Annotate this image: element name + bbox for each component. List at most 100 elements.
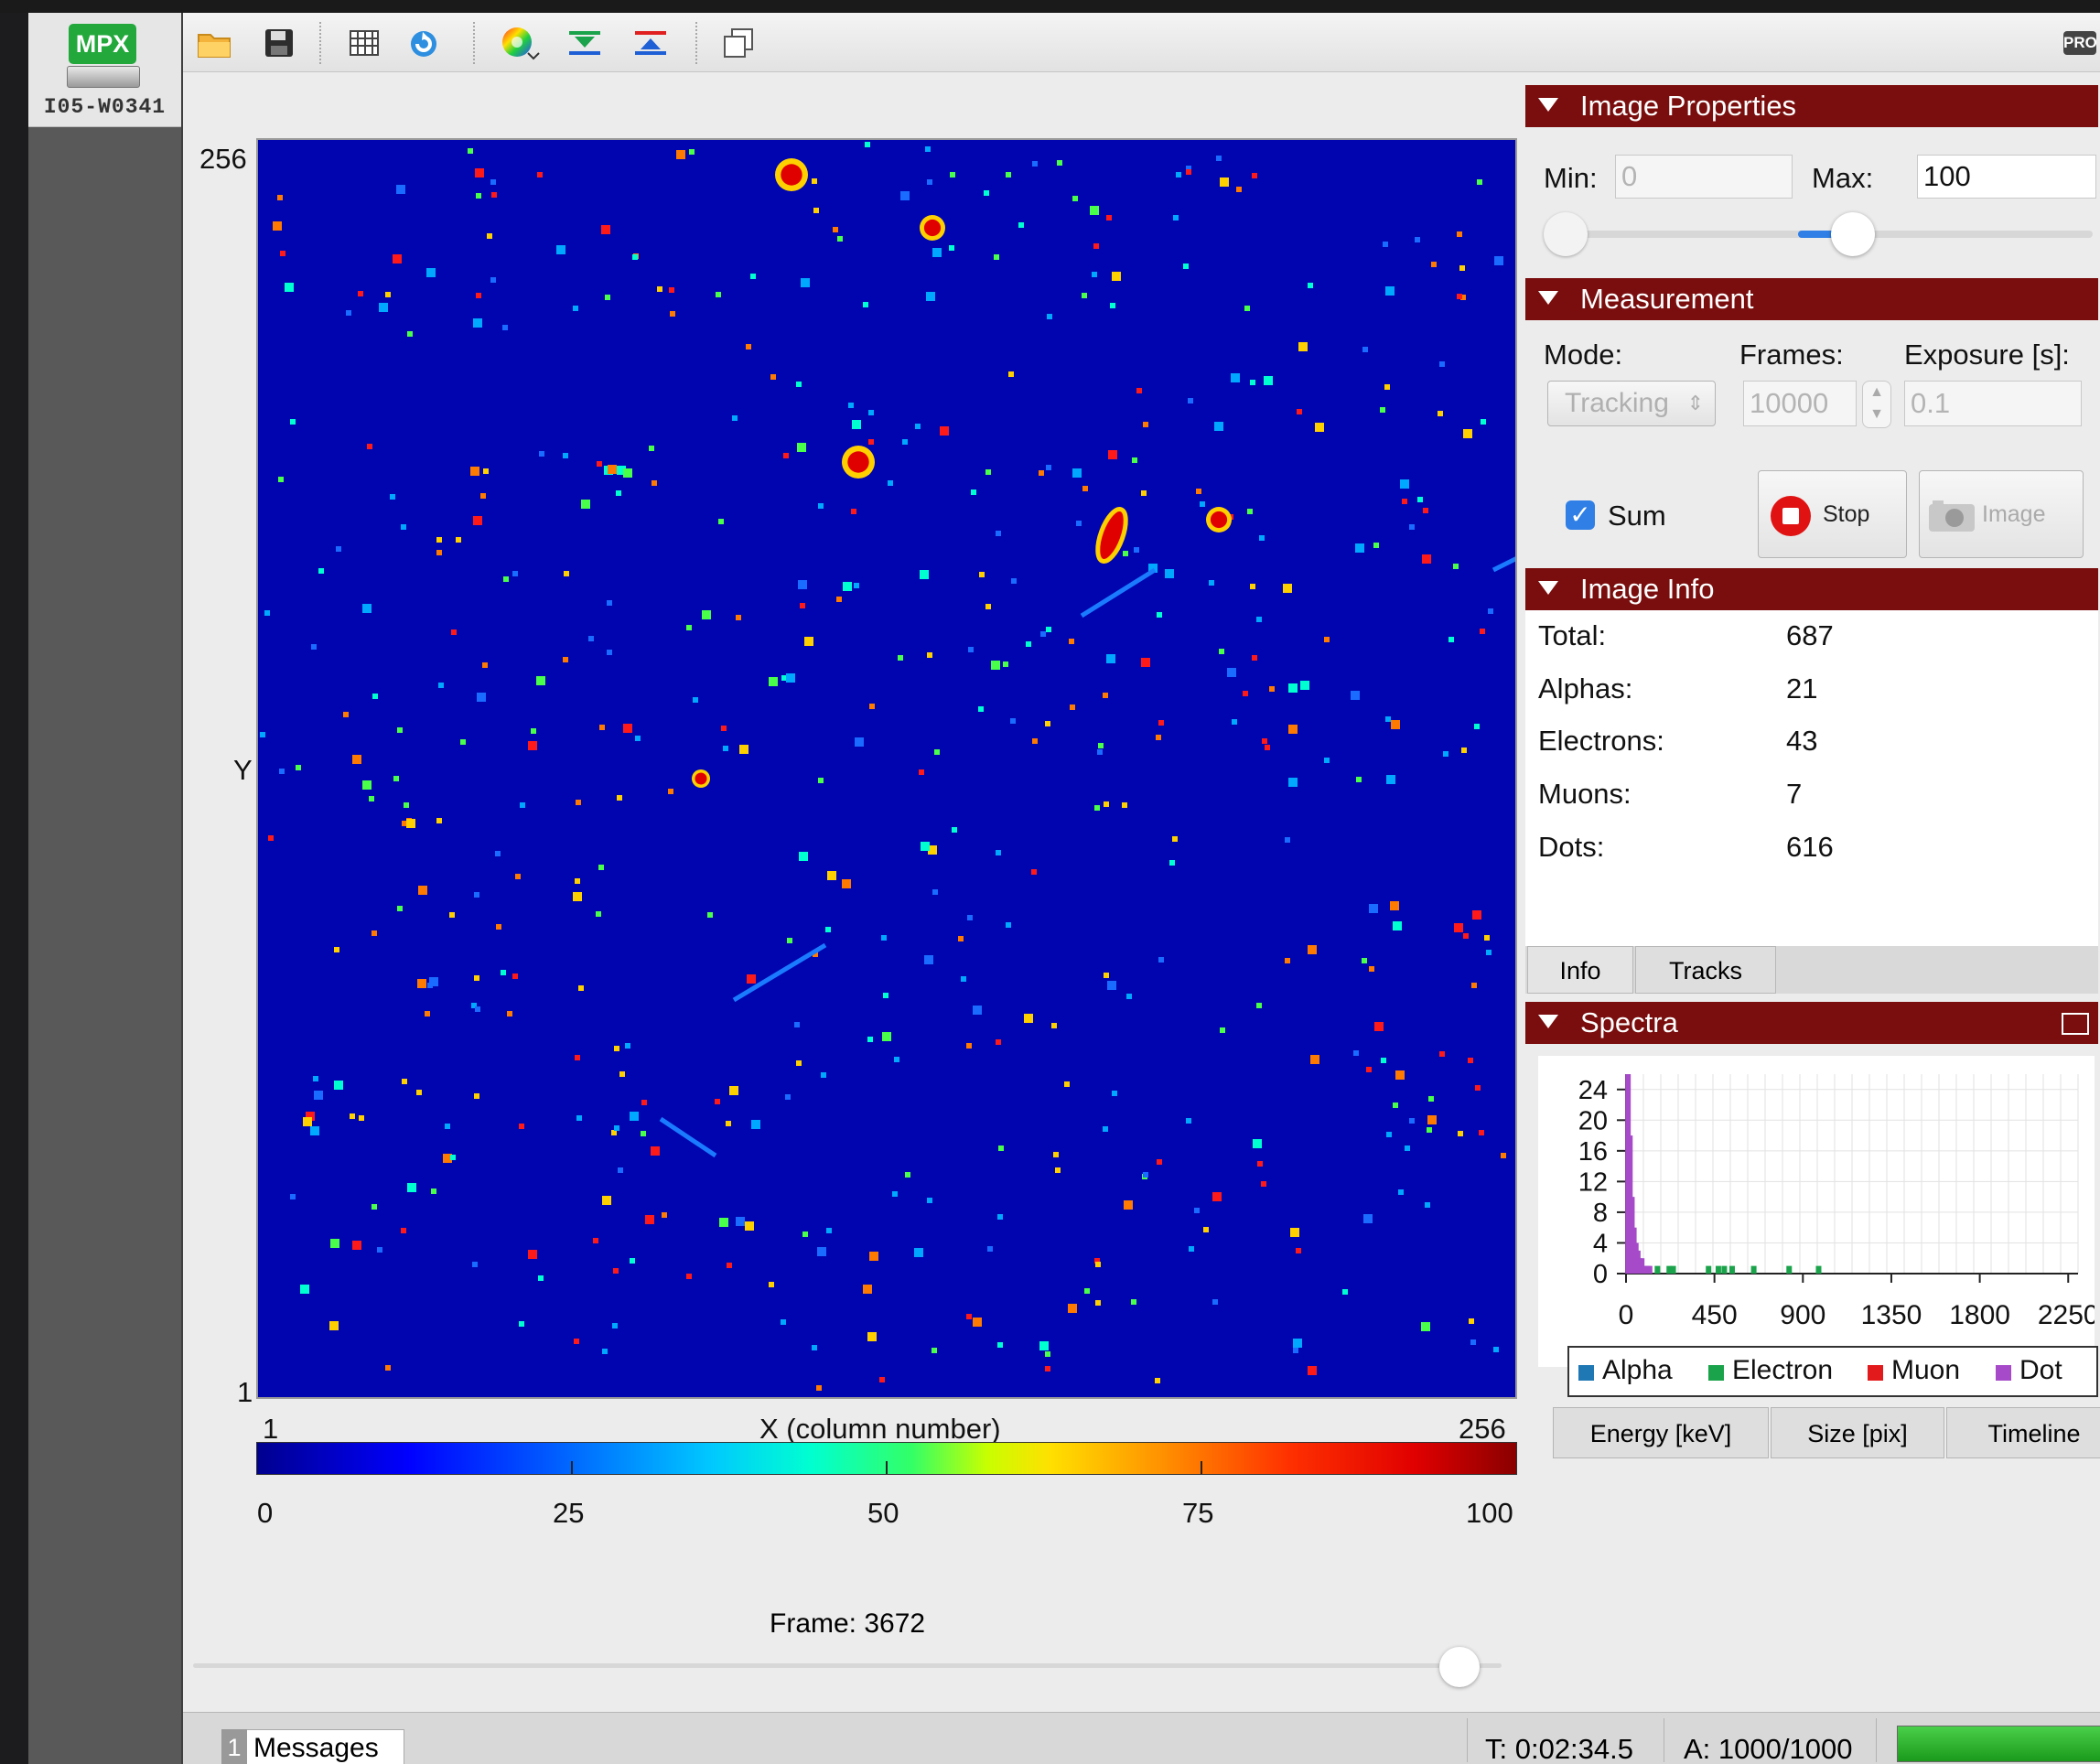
hit-pixel <box>950 172 955 177</box>
hit-pixel <box>1158 957 1164 963</box>
hit-pixel <box>1422 554 1431 564</box>
mode-select[interactable]: Tracking ⇕ <box>1547 381 1716 426</box>
hit-pixel <box>855 737 864 747</box>
colorbar-tick <box>1201 1461 1202 1474</box>
hit-pixel <box>1285 958 1290 963</box>
legend-dot: Dot <box>2019 1355 2062 1385</box>
hit-pixel <box>501 970 506 975</box>
fit-up-icon[interactable] <box>631 24 670 62</box>
hit-pixel <box>1310 1055 1319 1064</box>
stop-icon <box>1771 496 1811 536</box>
copy-windows-icon[interactable] <box>719 24 758 62</box>
pro-badge: PRO <box>2063 31 2097 55</box>
hit-pixel <box>1252 173 1257 178</box>
hit-pixel <box>1385 716 1391 722</box>
hit-pixel <box>1186 1118 1191 1124</box>
hit-pixel <box>781 1319 786 1325</box>
hit-pixel <box>438 683 444 688</box>
frame-slider[interactable] <box>193 1663 1502 1668</box>
hit-pixel <box>898 655 903 661</box>
section-title: Image Properties <box>1580 90 1797 122</box>
hit-pixel <box>739 745 748 754</box>
hit-pixel <box>1055 1167 1061 1173</box>
hit-pixel <box>746 344 751 350</box>
stop-button[interactable]: Stop <box>1758 470 1907 558</box>
hit-pixel <box>925 146 931 152</box>
image-label: Image <box>1982 501 2046 527</box>
detector-image[interactable] <box>256 138 1548 1399</box>
hit-pixel <box>949 245 954 251</box>
frames-field[interactable] <box>1743 381 1857 426</box>
hit-pixel <box>1203 1227 1209 1232</box>
hit-pixel <box>401 1228 406 1233</box>
refresh-icon[interactable] <box>404 24 443 62</box>
spectra-header[interactable]: Spectra <box>1525 1002 2098 1044</box>
hit-pixel <box>334 947 339 952</box>
hit-pixel <box>1421 1322 1430 1331</box>
hit-pixel <box>726 1121 731 1126</box>
tab-tracks[interactable]: Tracks <box>1635 946 1776 994</box>
open-folder-icon[interactable] <box>195 24 233 62</box>
hit-pixel <box>781 675 787 681</box>
tab-info[interactable]: Info <box>1527 946 1633 994</box>
measurement-header[interactable]: Measurement <box>1525 278 2098 320</box>
grid-icon[interactable] <box>345 24 383 62</box>
hit-pixel <box>1256 1003 1262 1008</box>
hit-pixel <box>314 1091 323 1100</box>
range-min-knob[interactable] <box>1544 212 1588 256</box>
sum-checkbox[interactable]: ✓ <box>1566 500 1595 530</box>
hit-pixel <box>1189 1246 1194 1252</box>
hit-pixel <box>1143 422 1148 427</box>
hit-pixel <box>1046 465 1051 470</box>
hit-pixel <box>1236 187 1242 192</box>
maximize-icon[interactable] <box>2062 1013 2089 1035</box>
progress-fill <box>1898 1726 2100 1761</box>
hit-pixel <box>574 1339 579 1344</box>
hit-pixel <box>827 871 836 880</box>
range-max-knob[interactable] <box>1831 212 1875 256</box>
save-icon[interactable] <box>260 24 298 62</box>
image-button[interactable]: Image <box>1919 470 2084 558</box>
hit-pixel <box>797 443 806 452</box>
hit-pixel <box>1373 543 1379 548</box>
fit-down-icon[interactable] <box>565 24 604 62</box>
frames-stepper[interactable]: ▲ ▼ <box>1862 381 1891 428</box>
messages-button[interactable]: Messages <box>221 1729 404 1764</box>
alpha-track-core <box>923 219 942 237</box>
hit-pixel <box>285 283 294 292</box>
hit-pixel <box>1188 398 1193 403</box>
max-field[interactable] <box>1917 155 2096 199</box>
info-value: 7 <box>1786 778 1803 810</box>
device-item[interactable]: MPX I05-W0341 <box>28 13 181 127</box>
image-properties-header[interactable]: Image Properties <box>1525 85 2098 127</box>
tab-timeline[interactable]: Timeline <box>1946 1407 2100 1458</box>
hit-pixel <box>306 1112 315 1121</box>
hit-pixel <box>573 892 582 901</box>
tab-energy[interactable]: Energy [keV] <box>1553 1407 1769 1458</box>
color-map-icon[interactable] <box>499 24 540 62</box>
hit-pixel <box>719 1218 728 1227</box>
toolbar-separator <box>473 22 475 64</box>
tab-size[interactable]: Size [pix] <box>1771 1407 1944 1458</box>
hit-pixel <box>1283 584 1292 593</box>
hit-pixel <box>928 845 937 855</box>
stop-label: Stop <box>1823 501 1870 527</box>
spectrum-bar-electron <box>1670 1265 1676 1274</box>
hit-pixel <box>1106 215 1112 220</box>
hit-pixel <box>480 493 486 499</box>
hit-pixel <box>451 629 457 635</box>
hit-pixel <box>1486 950 1492 955</box>
hit-pixel <box>987 1246 993 1252</box>
hit-pixel <box>932 889 938 895</box>
hit-pixel <box>1398 1189 1404 1195</box>
hit-pixel <box>1475 1085 1481 1091</box>
image-info-header[interactable]: Image Info <box>1525 568 2098 610</box>
hit-pixel <box>794 1022 800 1027</box>
exposure-field[interactable] <box>1904 381 2082 426</box>
hit-pixel <box>1143 1172 1148 1178</box>
frame-slider-knob[interactable] <box>1439 1647 1481 1687</box>
hit-pixel <box>1362 347 1368 352</box>
hit-pixel <box>1269 686 1275 692</box>
min-field[interactable] <box>1615 155 1793 199</box>
hit-pixel <box>914 1248 923 1257</box>
